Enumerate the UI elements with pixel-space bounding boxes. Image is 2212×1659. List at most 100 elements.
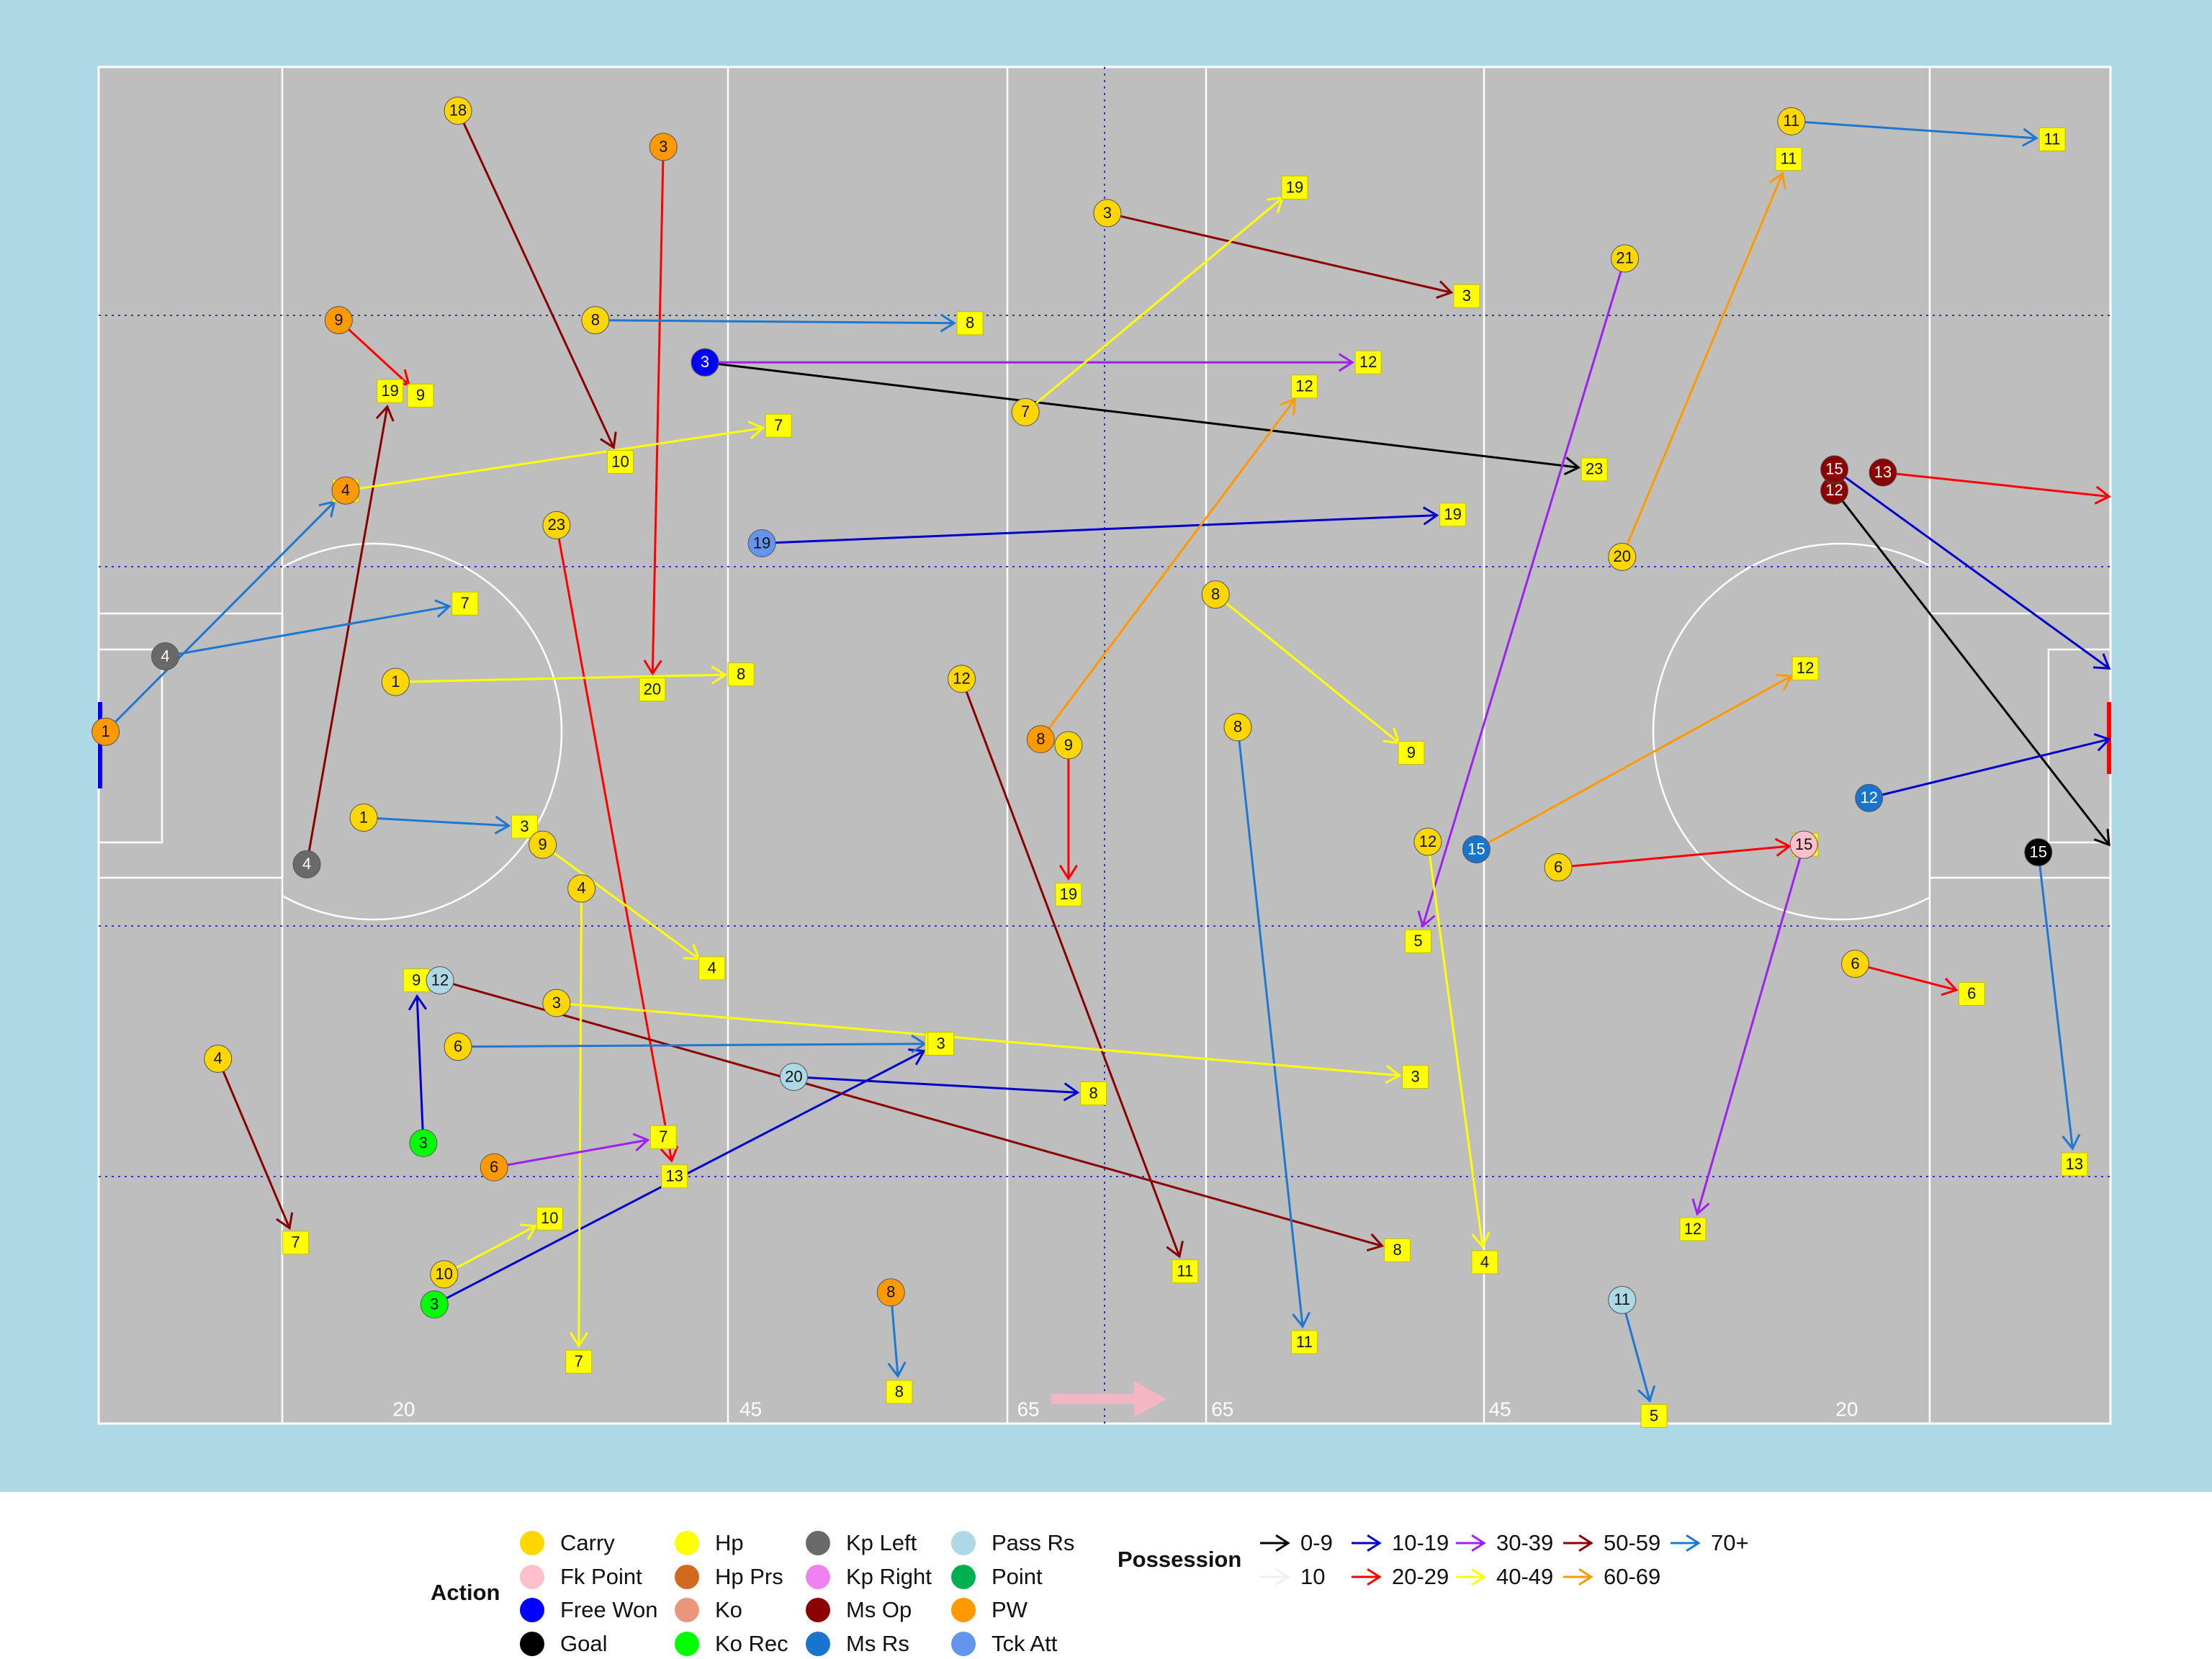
event-marker — [567, 874, 596, 903]
legend-swatch — [520, 1632, 544, 1656]
pass-arrow — [493, 1138, 648, 1169]
end-label-box — [1791, 656, 1819, 680]
pass-arrow — [1621, 173, 1784, 557]
event-marker — [691, 348, 719, 377]
end-label: 11 — [2044, 130, 2061, 148]
end-label: 9 — [412, 971, 421, 989]
legend-swatch — [951, 1598, 976, 1622]
end-label: 19 — [1060, 885, 1077, 903]
end-label-box — [607, 449, 634, 474]
pass-arrow — [541, 843, 700, 961]
end-label-box — [1402, 1065, 1429, 1089]
event-marker — [1869, 458, 1897, 487]
arrow-head — [1338, 353, 1354, 372]
legend-label: 60-69 — [1604, 1564, 1660, 1589]
event-label: 6 — [490, 1158, 498, 1176]
event-label: 4 — [161, 647, 169, 665]
event-label: 4 — [577, 879, 585, 897]
end-label: 11 — [1781, 150, 1797, 168]
pass-arrow — [793, 1076, 1078, 1094]
end-label: 6 — [1967, 984, 1976, 1002]
end-label: 12 — [1359, 353, 1377, 371]
end-label-box — [886, 1380, 913, 1404]
arrow-head — [1471, 1534, 1486, 1552]
event-label: 12 — [1419, 832, 1437, 850]
event-marker — [876, 1278, 905, 1307]
end-label: 3 — [1462, 287, 1471, 305]
legend-label: 10-19 — [1392, 1530, 1449, 1555]
event-label: 6 — [1554, 858, 1563, 876]
arrow-head — [1768, 171, 1786, 189]
event-marker — [1093, 199, 1122, 228]
event-label: 7 — [1021, 403, 1030, 421]
end-label: 11 — [1177, 1262, 1193, 1280]
arrow-head — [632, 1133, 650, 1152]
legend-label: Kp Left — [846, 1530, 917, 1555]
event-marker — [444, 1033, 472, 1061]
end-label: 19 — [1286, 178, 1303, 196]
legend-swatch — [675, 1565, 699, 1589]
end-label-box — [565, 1349, 593, 1374]
event-marker — [2024, 838, 2053, 867]
legend-label: Hp — [715, 1530, 744, 1555]
legend-label: 70+ — [1711, 1530, 1749, 1555]
legend-swatch — [951, 1632, 976, 1656]
pass-arrow — [165, 605, 450, 657]
event-marker — [1026, 725, 1055, 754]
event-label: 3 — [419, 1133, 428, 1151]
arrow-head — [1366, 1233, 1385, 1252]
event-label: 13 — [1874, 463, 1892, 481]
end-label: 8 — [1089, 1084, 1097, 1102]
x-tick-label: 45 — [1489, 1398, 1511, 1420]
end-label-box — [1398, 740, 1425, 765]
pass-arrow — [1791, 120, 2037, 140]
pass-arrow — [555, 525, 673, 1161]
arrow-head — [494, 815, 511, 835]
pass-arrow — [1557, 845, 1790, 869]
event-label: 9 — [1064, 736, 1073, 754]
pass-arrow — [338, 319, 410, 386]
end-label-box — [1640, 1404, 1668, 1429]
end-label: 7 — [291, 1233, 300, 1251]
pass-arrow — [363, 816, 509, 827]
end-label: 12 — [1295, 377, 1313, 395]
event-label: 12 — [431, 971, 449, 989]
pass-arrow — [1475, 675, 1792, 850]
end-label-box — [1290, 374, 1318, 399]
event-label: 1 — [359, 808, 368, 826]
event-marker — [542, 989, 571, 1017]
event-label: 23 — [548, 516, 565, 534]
legend-label: Free Won — [560, 1597, 658, 1622]
event-label: 20 — [1613, 547, 1630, 565]
legend-label: Ms Rs — [846, 1631, 909, 1656]
event-label: 3 — [430, 1295, 439, 1313]
end-label-box — [1404, 929, 1431, 953]
arrow-head — [1563, 457, 1581, 476]
arrow-head — [643, 659, 662, 676]
pass-arrow — [1236, 727, 1304, 1327]
arrow-head — [519, 1223, 538, 1241]
event-marker — [150, 642, 179, 670]
end-label: 23 — [1586, 460, 1603, 478]
event-marker — [1544, 853, 1573, 882]
arrow-head — [1058, 864, 1078, 881]
pass-arrow — [305, 406, 389, 865]
event-label: 10 — [436, 1265, 453, 1283]
end-label: 4 — [708, 959, 716, 977]
event-marker — [1223, 713, 1252, 742]
arrow-head — [1471, 1231, 1491, 1249]
pass-arrow — [761, 514, 1437, 544]
event-label: 18 — [449, 102, 467, 120]
zone-lines — [99, 67, 2110, 1424]
legend-swatch — [806, 1531, 830, 1555]
x-tick-label: 45 — [739, 1398, 762, 1420]
legend-swatch — [951, 1565, 976, 1589]
event-label: 11 — [1783, 112, 1799, 130]
end-label: 13 — [2066, 1155, 2083, 1173]
end-label: 8 — [966, 314, 974, 332]
legend-label: Ko — [715, 1597, 742, 1622]
event-label: 6 — [1851, 954, 1859, 972]
arrow-head — [2093, 733, 2111, 752]
arrow-head — [1275, 1568, 1290, 1586]
